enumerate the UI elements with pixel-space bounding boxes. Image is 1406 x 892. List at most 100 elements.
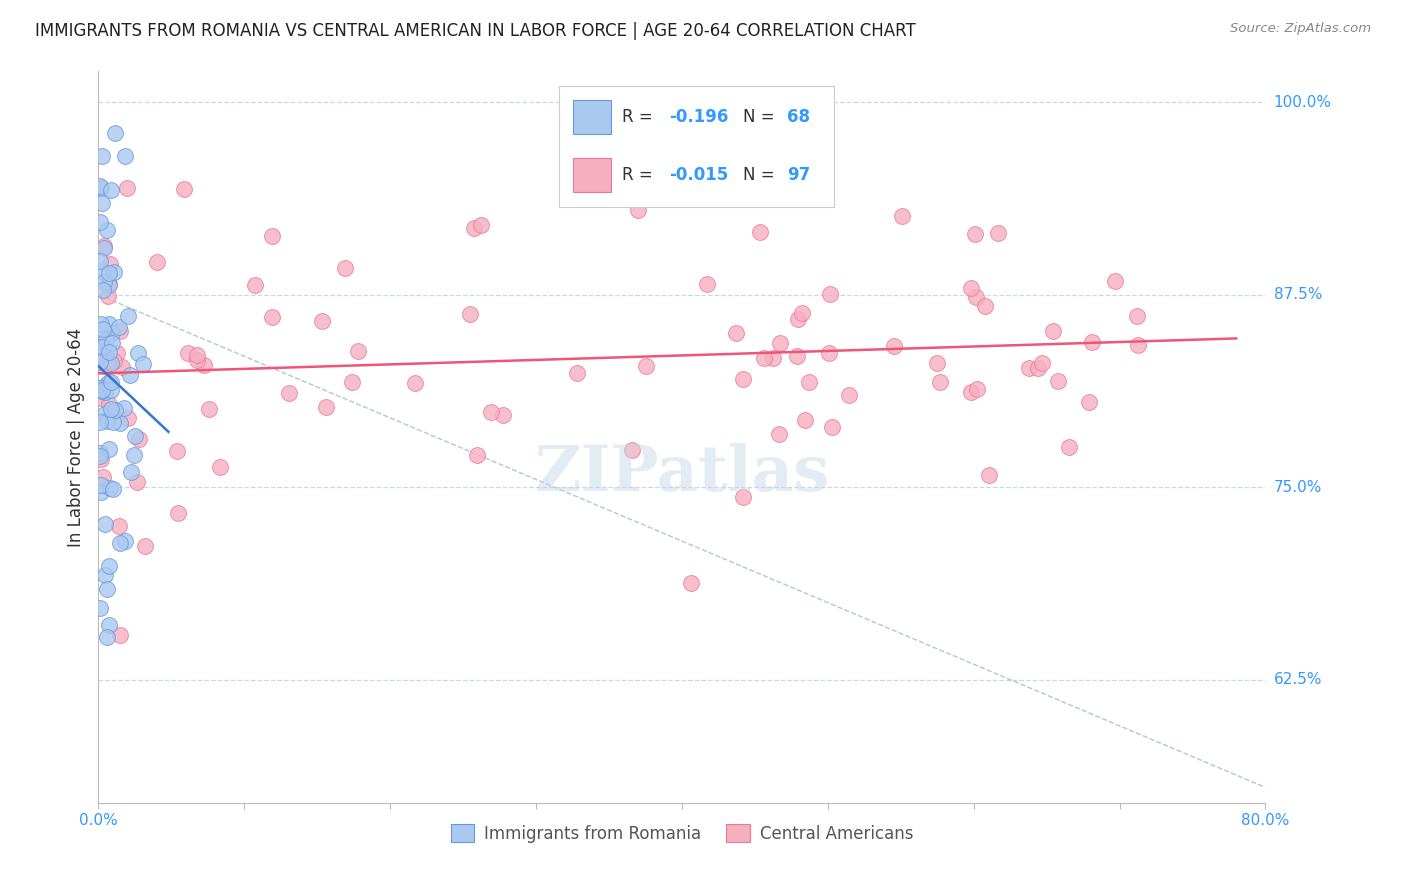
Point (93, 239, 115, 253)
Point (90, 149, 112, 163)
Point (883, 339, 905, 353)
Point (636, 359, 658, 373)
Point (89, 446, 111, 460)
Point (333, 260, 356, 275)
Point (960, 384, 983, 399)
Point (112, 401, 135, 415)
Point (311, 314, 333, 328)
Point (769, 336, 792, 351)
Point (105, 345, 128, 359)
Point (262, 229, 284, 244)
Text: IMMIGRANTS FROM ROMANIA VS CENTRAL AMERICAN IN LABOR FORCE | AGE 20-64 CORRELATI: IMMIGRANTS FROM ROMANIA VS CENTRAL AMERI… (35, 22, 915, 40)
Point (90, 451, 112, 466)
Point (97, 375, 120, 389)
Point (966, 382, 988, 396)
Text: ZIPatlas: ZIPatlas (534, 443, 830, 504)
Point (786, 349, 808, 363)
Point (974, 299, 997, 313)
Point (103, 354, 125, 368)
Point (1031, 356, 1053, 370)
Point (91, 196, 114, 211)
Point (98, 481, 121, 495)
Point (277, 386, 299, 401)
Point (1126, 309, 1149, 323)
Point (208, 460, 231, 475)
Point (101, 415, 124, 429)
Point (103, 265, 125, 279)
Point (90, 317, 112, 331)
Point (100, 182, 122, 196)
Point (120, 466, 142, 480)
Point (124, 449, 146, 463)
Point (186, 353, 208, 368)
Point (100, 402, 122, 417)
Point (104, 403, 127, 417)
Point (696, 277, 718, 291)
Point (89, 343, 111, 357)
Point (965, 290, 987, 304)
Text: 87.5%: 87.5% (1274, 287, 1322, 302)
Point (111, 359, 134, 374)
Point (124, 429, 146, 443)
Point (89, 350, 111, 364)
Point (93, 275, 115, 289)
Point (108, 324, 131, 338)
Point (101, 482, 124, 496)
Point (1080, 334, 1102, 349)
Point (752, 351, 775, 366)
Point (89, 449, 111, 463)
Point (627, 202, 650, 217)
Point (928, 375, 950, 389)
Point (93, 339, 115, 353)
Point (93, 407, 115, 421)
Point (565, 366, 588, 380)
Point (89, 382, 111, 396)
Point (176, 345, 198, 359)
Point (762, 351, 785, 365)
Point (101, 336, 124, 351)
Point (118, 368, 141, 383)
Point (100, 376, 122, 390)
Point (797, 375, 820, 389)
Point (96, 582, 118, 597)
Point (90, 485, 112, 500)
Point (167, 507, 190, 521)
Point (127, 475, 149, 490)
Point (97, 617, 120, 632)
Point (794, 413, 817, 427)
Point (96, 630, 118, 644)
Point (1057, 440, 1080, 454)
Point (347, 343, 370, 358)
Point (89, 253, 111, 268)
Point (91, 283, 114, 297)
Point (731, 490, 754, 504)
Point (89, 179, 111, 194)
Point (100, 356, 122, 370)
Point (173, 182, 195, 196)
Point (98, 266, 121, 280)
Point (193, 358, 215, 372)
Text: 62.5%: 62.5% (1274, 672, 1322, 687)
Point (93, 359, 115, 374)
Point (97, 558, 120, 573)
Point (458, 307, 481, 321)
Point (97, 289, 120, 303)
Point (959, 281, 981, 295)
Point (91, 470, 114, 484)
Point (110, 536, 132, 550)
Point (90, 392, 112, 406)
Point (98, 442, 121, 457)
Point (925, 356, 948, 370)
Point (127, 346, 149, 360)
Point (681, 575, 703, 590)
Point (108, 628, 131, 642)
Point (891, 210, 914, 224)
Point (97, 345, 120, 359)
Text: Source: ZipAtlas.com: Source: ZipAtlas.com (1230, 22, 1371, 36)
Point (117, 181, 139, 195)
Point (605, 179, 627, 194)
Point (89, 354, 111, 368)
Point (97, 317, 120, 331)
Text: 75.0%: 75.0% (1274, 480, 1322, 495)
Point (186, 348, 208, 362)
